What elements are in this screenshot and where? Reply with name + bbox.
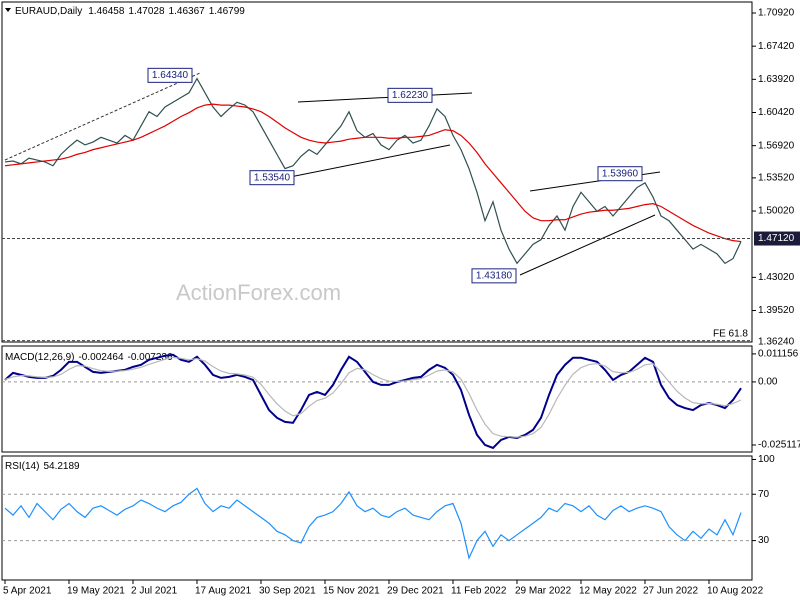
annotation-box: [597, 166, 643, 182]
y-tick-label: 1.63920: [758, 74, 795, 85]
readout: 1.47028: [128, 6, 165, 17]
trend-line: [297, 92, 473, 103]
annotation-label: 1.53960: [602, 168, 639, 179]
pane-title: RSI(14): [5, 461, 39, 472]
x-tick-label: 27 Jun 2022: [643, 586, 698, 597]
x-tick-label: 12 May 2022: [579, 586, 637, 597]
pane-frame: [1, 1, 753, 343]
annotation-box: [471, 268, 517, 284]
x-tick-label: 17 Aug 2021: [195, 586, 252, 597]
pane-title: EURAUD,Daily: [15, 6, 82, 17]
readout: -0.002464: [78, 352, 123, 363]
pane-title: MACD(12,26,9): [5, 352, 74, 363]
price-label: 1.47120: [758, 233, 795, 244]
watermark: ActionForex.com: [176, 280, 341, 305]
pane-header: MACD(12,26,9) -0.002464 -0.007236: [5, 352, 173, 363]
series-line: [4, 353, 742, 450]
fe-label: 1.36240: [758, 336, 795, 347]
annotation-label: 1.53540: [254, 172, 291, 183]
pane-frame: [1, 345, 753, 453]
readout: 1.46367: [169, 6, 206, 17]
trend-line: [289, 144, 451, 178]
x-tick-label: 15 Nov 2021: [323, 586, 380, 597]
x-tick-label: 2 Jul 2021: [131, 586, 178, 597]
x-tick-label: 29 Mar 2022: [515, 586, 572, 597]
readout: -0.007236: [128, 352, 173, 363]
y-tick-label: 1.67420: [758, 41, 795, 52]
x-tick-label: 29 Dec 2021: [387, 586, 444, 597]
y-tick-label: 0.00: [758, 377, 778, 388]
pane-header: EURAUD,Daily 1.46458 1.47028 1.46367 1.46799: [15, 6, 245, 17]
pane-icon: [5, 8, 11, 12]
y-tick-label: 1.39520: [758, 305, 795, 316]
annotation-label: 1.64340: [152, 70, 189, 81]
x-tick-label: 11 Feb 2022: [451, 586, 507, 597]
y-tick-label: 1.70920: [758, 8, 795, 19]
series-line: [4, 487, 742, 560]
fe-name: FE 61.8: [713, 328, 748, 339]
x-tick-label: 5 Apr 2021: [3, 586, 52, 597]
pane-header: RSI(14) 54.2189: [5, 461, 80, 472]
price-label-box: [754, 231, 800, 246]
y-tick-label: 1.60420: [758, 107, 795, 118]
y-tick-label: 70: [758, 489, 770, 500]
y-tick-label: 1.56920: [758, 140, 795, 151]
pane-frame: [1, 455, 753, 581]
x-tick-label: 10 Aug 2022: [707, 586, 764, 597]
y-tick-label: 0.011156: [758, 349, 799, 360]
trend-line: [4, 72, 201, 161]
y-tick-label: 1.43020: [758, 272, 795, 283]
trend-line: [519, 214, 656, 276]
annotation-label: 1.43180: [476, 270, 513, 281]
y-tick-label: 1.50020: [758, 206, 795, 217]
y-tick-label: 1.53520: [758, 173, 795, 184]
y-tick-label: -0.025117: [758, 440, 800, 451]
x-tick-label: 19 May 2021: [67, 586, 125, 597]
annotation-box: [249, 170, 295, 186]
annotation-label: 1.62230: [392, 90, 429, 101]
readout: 1.46458: [88, 6, 125, 17]
y-tick-label: 100: [758, 454, 775, 465]
series-line: [4, 103, 742, 243]
series-line: [4, 356, 742, 438]
readout: 1.46799: [209, 6, 246, 17]
readout: 54.2189: [43, 461, 80, 472]
annotation-box: [387, 87, 433, 103]
x-tick-label: 30 Sep 2021: [259, 586, 316, 597]
annotation-box: [147, 67, 193, 83]
y-tick-label: 30: [758, 535, 770, 546]
